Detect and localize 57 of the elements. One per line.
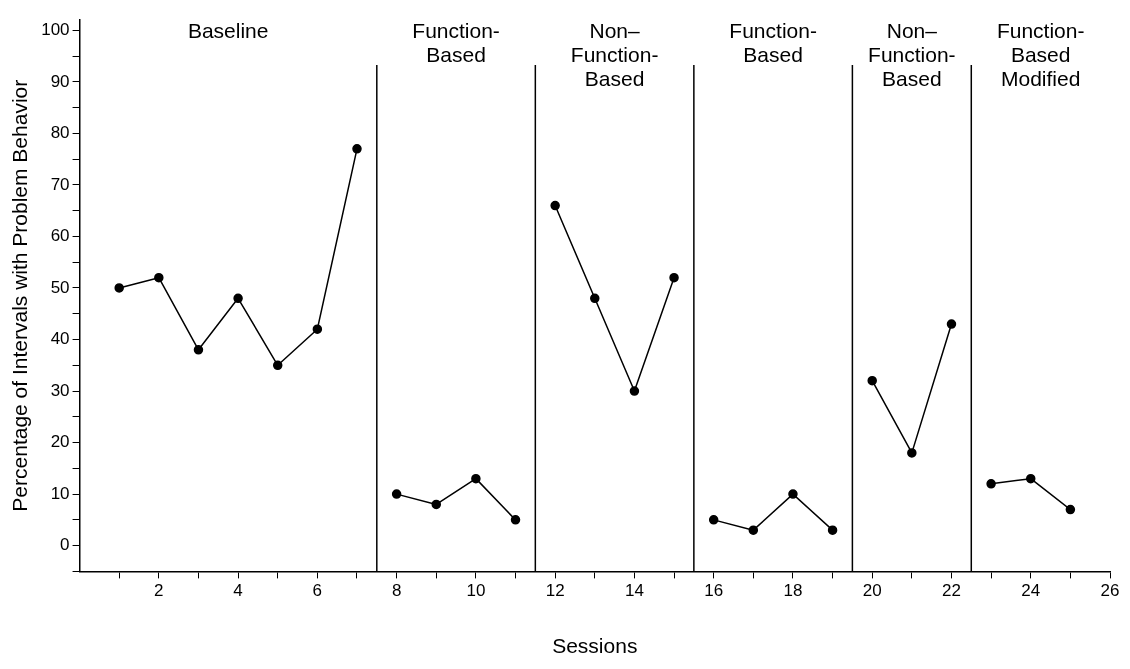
point: [1025, 473, 1036, 484]
y-axis-title: Percentage of Intervals with Problem Behavior: [8, 79, 32, 512]
y-tick-label: 50: [50, 277, 70, 297]
x-axis-title: Sessions: [552, 634, 638, 658]
point: [708, 515, 719, 525]
y-tick-label: 20: [50, 432, 70, 452]
point: [154, 272, 164, 283]
point: [233, 293, 243, 304]
point: [867, 375, 877, 386]
point: [629, 386, 640, 396]
point: [510, 515, 521, 525]
y-tick-label: 100: [41, 19, 70, 39]
point: [1065, 504, 1076, 515]
point: [550, 200, 560, 211]
x-tick-label: 10: [466, 581, 486, 601]
annotation: Non– Function- Based: [868, 19, 956, 91]
x-tick-label: 4: [233, 581, 243, 601]
point: [669, 272, 679, 283]
y-tick-label: 70: [50, 174, 70, 194]
point: [946, 319, 957, 329]
point: [312, 324, 323, 334]
y-tick-label: 60: [50, 226, 70, 246]
y-tick-label: 30: [50, 380, 70, 400]
x-tick-label: 24: [1021, 581, 1041, 601]
y-tick-label: 80: [50, 123, 70, 143]
x-tick-label: 22: [942, 581, 961, 601]
x-tick-label: 18: [783, 581, 803, 601]
x-tick-label: 6: [312, 581, 323, 601]
x-tick-label: 2: [154, 581, 164, 601]
point: [471, 473, 481, 484]
point: [788, 489, 798, 499]
y-tick-label: 0: [60, 535, 70, 555]
annotation: Non– Function- Based: [570, 19, 659, 91]
point: [986, 479, 996, 489]
point: [114, 283, 124, 293]
x-tick-label: 26: [1100, 581, 1120, 601]
annotation: Function- Based: [412, 19, 500, 67]
point: [352, 144, 362, 154]
point: [193, 345, 204, 355]
point: [431, 499, 441, 510]
x-tick-label: 12: [545, 581, 565, 601]
x-tick-label: 20: [862, 581, 882, 601]
x-tick-label: 8: [391, 581, 402, 601]
x-tick-label: 16: [704, 581, 724, 601]
point: [827, 525, 838, 535]
y-tick-label: 10: [50, 483, 70, 503]
y-tick-label: 90: [50, 71, 70, 91]
point: [272, 360, 283, 371]
point: [590, 293, 600, 304]
point: [907, 448, 917, 458]
x-tick-label: 14: [624, 581, 644, 601]
annotation: Baseline: [187, 19, 269, 43]
point: [748, 525, 759, 535]
y-tick-label: 40: [50, 329, 70, 349]
point: [391, 489, 402, 499]
annotation: Function- Based: [729, 19, 817, 67]
annotation: Function- Based Modified: [996, 19, 1085, 91]
